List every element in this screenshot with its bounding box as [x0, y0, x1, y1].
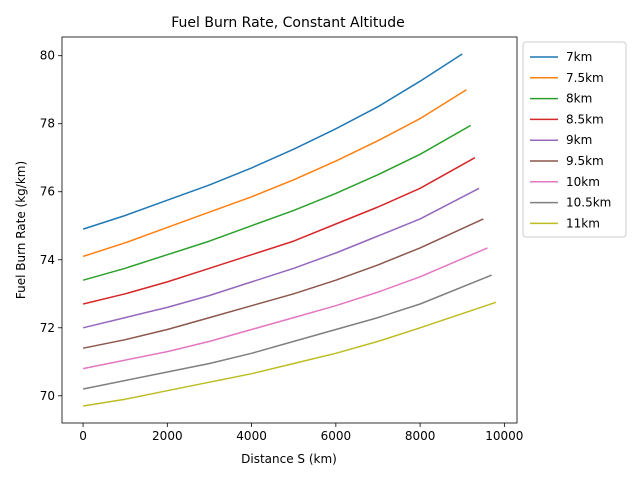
y-axis: 70 72 74 76 78 80 [40, 49, 62, 403]
x-axis: 0 2000 4000 6000 8000 10000 [79, 423, 523, 443]
legend-frame [522, 41, 627, 238]
series-line-9km [82, 187, 480, 329]
series-line-10.5km [82, 274, 492, 390]
x-tick-label: 10000 [485, 429, 523, 443]
series-line-10km [82, 247, 488, 370]
series-layer [82, 53, 497, 407]
series-line-8.5km [82, 157, 476, 305]
y-tick-label: 76 [40, 185, 55, 199]
legend-label: 8.5km [566, 112, 604, 126]
series-line-7.5km [82, 89, 467, 258]
y-tick-label: 70 [40, 389, 55, 403]
x-tick-label: 4000 [236, 429, 267, 443]
legend-label: 7.5km [566, 71, 604, 85]
x-tick-label: 2000 [152, 429, 183, 443]
series-line-7km [82, 53, 463, 230]
y-tick-label: 72 [40, 321, 55, 335]
chart-title: Fuel Burn Rate, Constant Altitude [171, 15, 405, 31]
series-line-8km [82, 124, 472, 281]
legend: 7km 7.5km 8km 8.5km 9km 9.5km 10km 10.5km 11km [522, 41, 627, 238]
legend-label: 10km [566, 175, 600, 189]
y-axis-label: Fuel Burn Rate (kg/km) [14, 161, 28, 299]
x-tick-label: 6000 [321, 429, 352, 443]
legend-label: 7km [566, 50, 592, 64]
legend-label: 8km [566, 92, 592, 106]
plot-frame [61, 36, 518, 424]
legend-label: 10.5km [566, 196, 611, 210]
x-tick-label: 8000 [405, 429, 436, 443]
legend-label: 11km [566, 216, 600, 230]
x-axis-label: Distance S (km) [241, 452, 337, 466]
y-tick-label: 74 [40, 253, 55, 267]
y-tick-label: 80 [40, 49, 55, 63]
series-line-9.5km [82, 218, 484, 349]
legend-label: 9km [566, 133, 592, 147]
x-tick-label: 0 [79, 429, 87, 443]
plot-area [61, 36, 518, 424]
legend-label: 9.5km [566, 154, 604, 168]
y-tick-label: 78 [40, 117, 55, 131]
series-line-11km [82, 301, 497, 407]
